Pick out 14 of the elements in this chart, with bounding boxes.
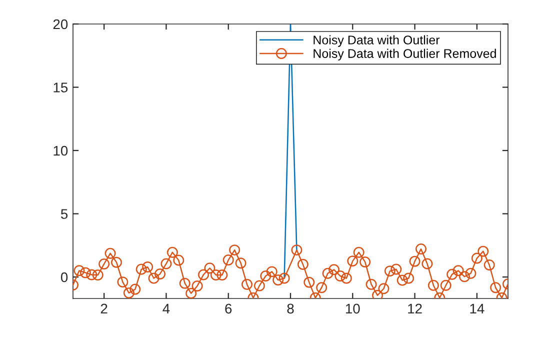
legend-label: Noisy Data with Outlier Removed [314, 48, 496, 60]
x-tick-label: 12 [408, 304, 422, 314]
y-tick-label: 0 [60, 272, 68, 282]
y-tick-label: 15 [54, 82, 68, 92]
x-tick-label: 14 [470, 304, 484, 314]
x-tick-label: 2 [100, 304, 108, 314]
x-tick-label: 4 [162, 304, 170, 314]
x-tick-label: 10 [346, 304, 360, 314]
y-tick-label: 20 [53, 19, 68, 30]
y-tick-label: 5 [60, 209, 68, 219]
x-tick-label: 8 [287, 304, 294, 314]
y-tick-label: 10 [54, 146, 68, 156]
legend-label: Noisy Data with Outlier [314, 35, 440, 47]
x-tick-label: 6 [225, 304, 232, 314]
